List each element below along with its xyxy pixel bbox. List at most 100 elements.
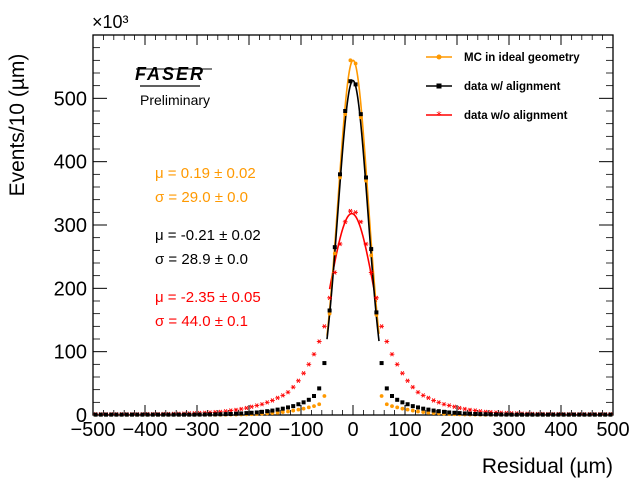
aligned-data-point	[566, 412, 571, 417]
star-stroke	[249, 404, 254, 410]
star-stroke	[374, 295, 379, 301]
mc-data-point	[416, 409, 420, 414]
unaligned-data-point	[249, 404, 254, 410]
aligned-data-point	[468, 411, 472, 416]
star-stroke	[421, 393, 425, 398]
aligned-data-point	[348, 79, 353, 84]
star-stroke	[281, 393, 285, 398]
star-stroke	[463, 406, 467, 412]
legend: MC in ideal geometry data w/ alignment *…	[426, 52, 580, 122]
aligned-data-point	[546, 412, 550, 417]
aligned-data-point	[124, 412, 129, 417]
unaligned-data-point	[457, 405, 462, 411]
aligned-data-point	[343, 109, 348, 113]
aligned-data-point	[244, 411, 249, 416]
star-stroke	[270, 398, 275, 403]
star-stroke	[379, 324, 384, 329]
mc-data-point	[322, 394, 327, 398]
star-stroke	[333, 270, 337, 275]
star-stroke	[260, 401, 264, 407]
unaligned-data-point	[337, 241, 343, 247]
aligned-data-point	[364, 175, 368, 180]
x-tick-label: −200	[226, 419, 271, 441]
star-stroke	[416, 389, 420, 395]
x-tick-label: 400	[544, 419, 577, 441]
unaligned-data-point	[379, 324, 384, 329]
aligned-data-point	[176, 412, 181, 417]
y-tick-label: 400	[54, 152, 87, 174]
unaligned-data-point	[441, 401, 447, 407]
fit-curve-2	[328, 212, 378, 303]
aligned-data-point	[306, 397, 311, 402]
aligned-data-point	[473, 411, 478, 416]
star-stroke	[343, 219, 347, 225]
y-tick-label: 100	[54, 342, 87, 364]
aligned-mu-text: μ = -0.21 ± 0.02	[155, 227, 261, 244]
aligned-data-point	[291, 404, 296, 409]
aligned-data-point	[104, 412, 108, 417]
aligned-data-point	[587, 412, 592, 417]
faser-logo: FASER	[135, 64, 212, 87]
star-stroke	[327, 295, 332, 301]
unaligned-mu-text: μ = -2.35 ± 0.05	[155, 289, 261, 306]
unaligned-data-point	[280, 393, 286, 398]
x-tick-label: 500	[596, 419, 629, 441]
mc-mu-text: μ = 0.19 ± 0.02	[155, 165, 256, 182]
mc-data-point	[317, 402, 322, 407]
aligned-data-point	[171, 412, 176, 417]
mc-data-point	[369, 253, 374, 258]
mc-data-point	[421, 410, 426, 415]
x-tick-label: −500	[70, 419, 115, 441]
unaligned-data-point	[306, 362, 312, 367]
aligned-data-point	[416, 405, 420, 410]
aligned-data-point	[197, 412, 202, 417]
star-stroke	[390, 351, 394, 357]
aligned-data-point	[317, 386, 322, 391]
star-stroke	[353, 210, 358, 215]
mc-data-point	[312, 404, 316, 409]
aligned-data-point	[145, 412, 150, 417]
star-stroke	[234, 407, 238, 413]
x-tick-label: 300	[492, 419, 525, 441]
unaligned-data-point	[384, 339, 390, 344]
aligned-data-point	[535, 412, 540, 417]
mc-data-point	[379, 394, 384, 398]
aligned-data-point	[421, 406, 426, 411]
star-stroke	[348, 208, 353, 214]
star-stroke	[359, 219, 363, 225]
mc-sigma-text: σ = 29.0 ± 0.0	[155, 189, 248, 206]
aligned-data-point	[457, 411, 462, 416]
mc-data-point	[275, 410, 280, 415]
aligned-data-point	[488, 412, 493, 417]
aligned-data-point	[447, 410, 452, 415]
aligned-data-point	[119, 412, 124, 417]
aligned-data-point	[358, 112, 363, 117]
star-stroke	[452, 404, 457, 410]
star-stroke	[442, 401, 446, 407]
aligned-data-point	[540, 412, 545, 417]
x-axis-title: Residual (µm)	[482, 455, 613, 478]
aligned-data-point	[254, 410, 259, 415]
mc-data-point	[364, 178, 368, 183]
aligned-data-point	[135, 412, 140, 417]
star-stroke	[255, 403, 259, 408]
mc-data-point	[410, 408, 415, 413]
aligned-data-point	[208, 412, 212, 417]
legend-unaligned-marker: *	[436, 109, 442, 122]
unaligned-data-point	[462, 406, 468, 412]
aligned-data-point	[93, 412, 98, 417]
aligned-data-point	[280, 406, 285, 411]
aligned-data-point	[109, 412, 114, 417]
unaligned-data-point	[431, 398, 436, 403]
x-tick-label: −300	[174, 419, 219, 441]
unaligned-data-point	[452, 404, 457, 410]
star-stroke	[369, 270, 373, 275]
star-stroke	[307, 362, 311, 367]
preliminary-label: Preliminary	[140, 92, 210, 108]
aligned-data-point	[478, 412, 483, 417]
star-stroke	[400, 370, 405, 376]
unaligned-data-point	[446, 403, 452, 408]
aligned-data-point	[483, 412, 488, 417]
mc-data-point	[395, 405, 400, 410]
